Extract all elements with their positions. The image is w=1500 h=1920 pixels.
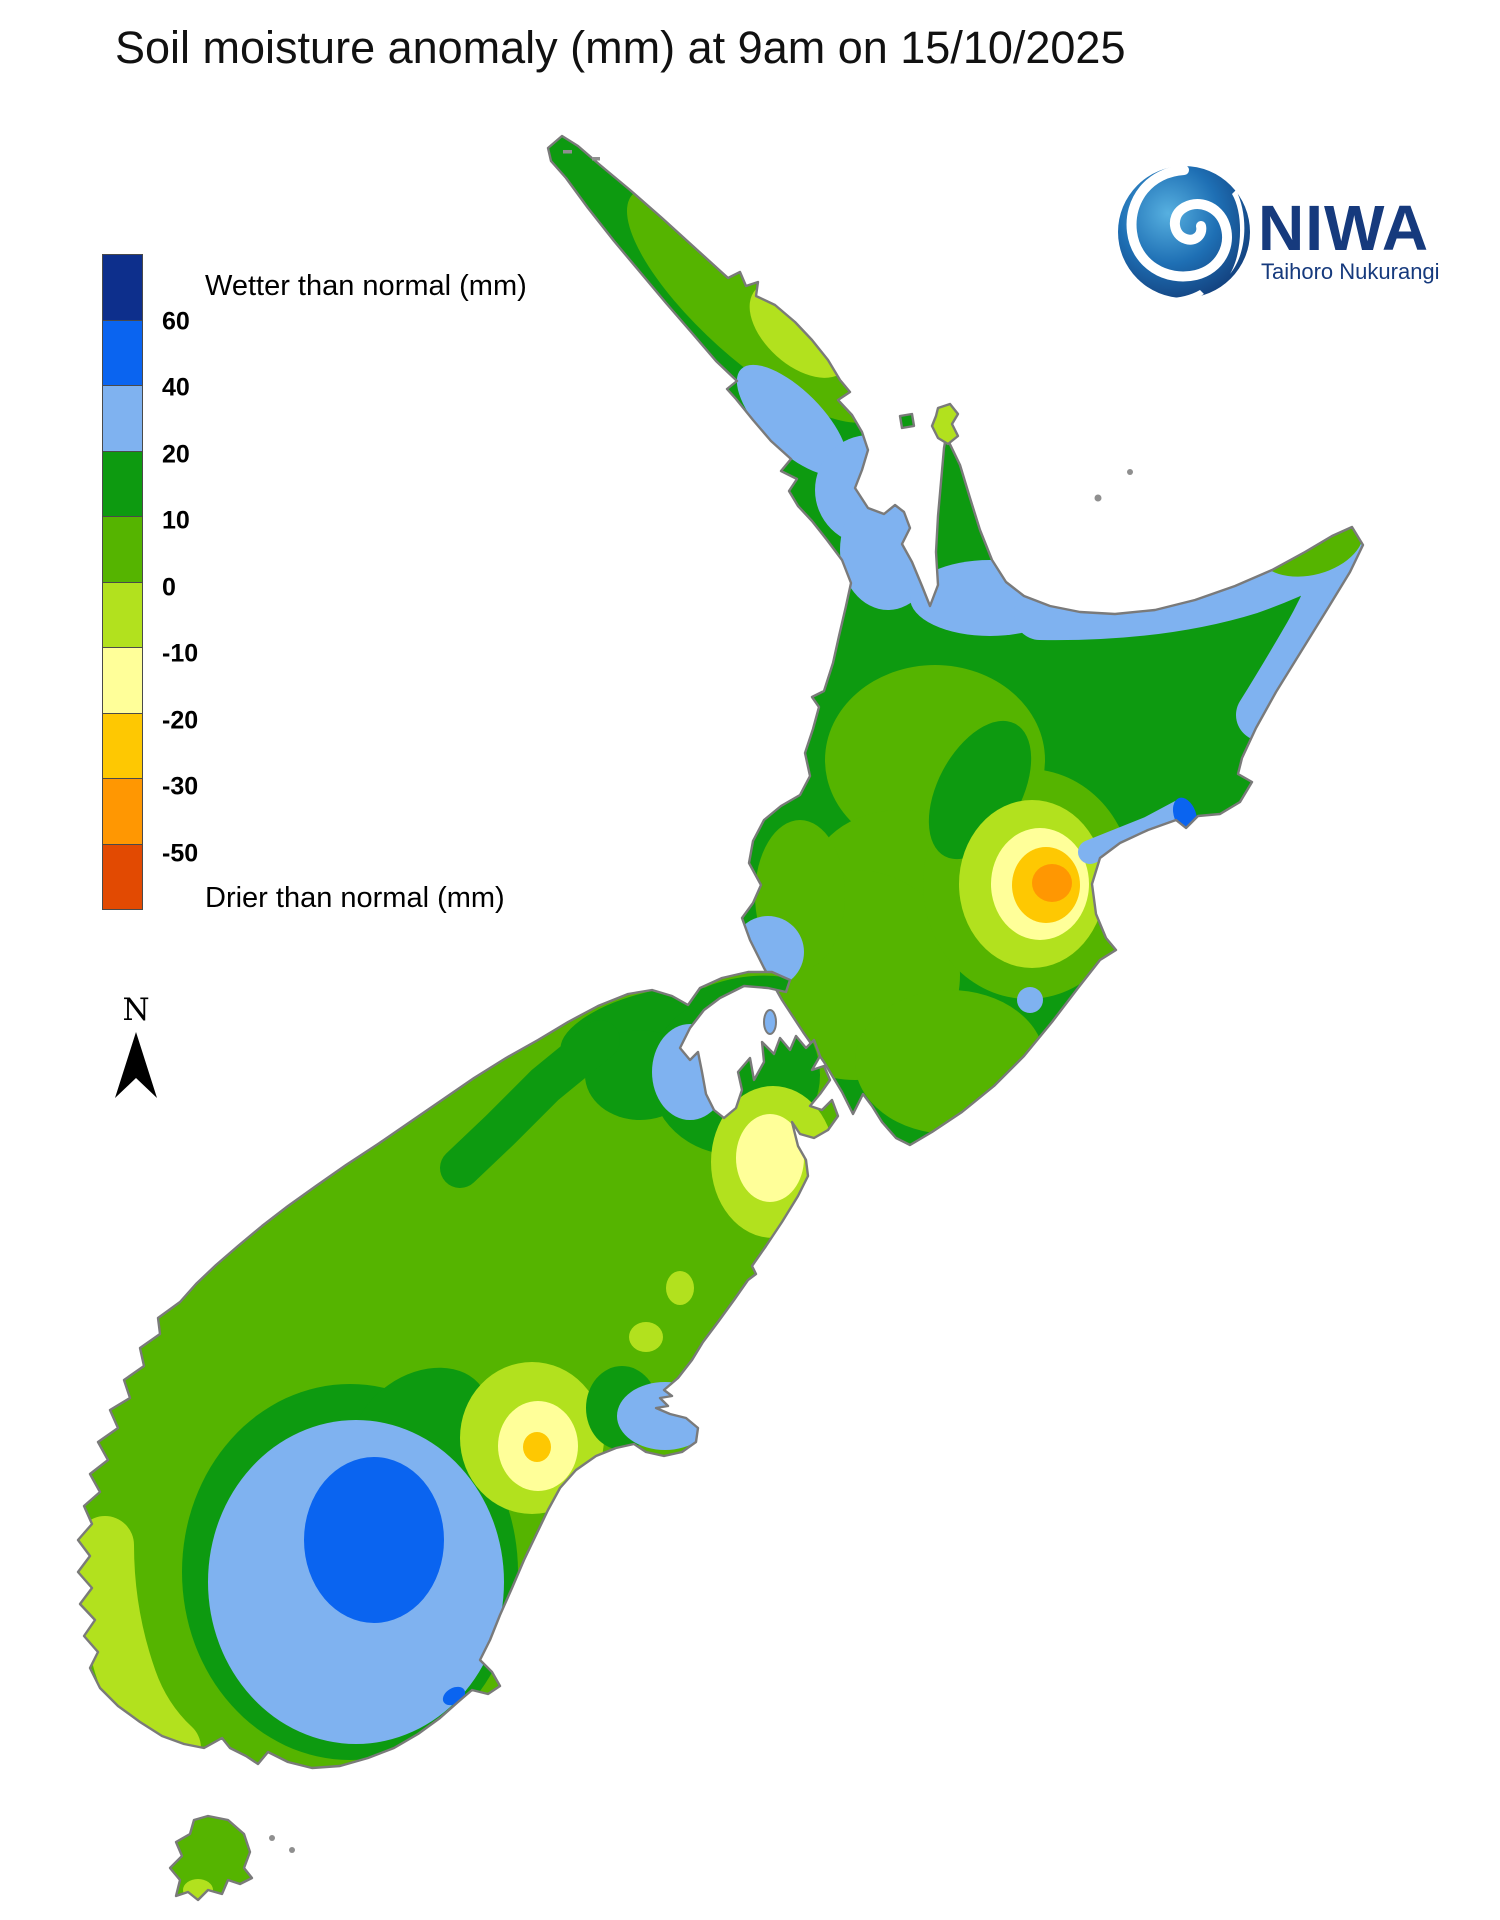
legend-tick-label: 20 xyxy=(162,440,190,468)
niwa-logo: NIWA Taihoro Nukurangi xyxy=(1118,165,1440,302)
legend-tick-label: 10 xyxy=(162,506,190,535)
legend-ticks: 60 40 20 10 0 -10 -20 -30 -50 xyxy=(162,255,252,920)
legend-tick-label: 60 xyxy=(162,307,190,335)
legend-color-block xyxy=(102,254,143,321)
koru-swirl-icon xyxy=(1118,165,1250,302)
legend-color-block xyxy=(102,843,143,910)
page-title: Soil moisture anomaly (mm) at 9am on 15/… xyxy=(115,22,1126,73)
legend-tick-label: -30 xyxy=(162,772,199,801)
timaru-dry-spot xyxy=(460,1362,604,1514)
map-stewart-island xyxy=(168,1814,295,1902)
legend-drier-label: Drier than normal (mm) xyxy=(205,882,505,914)
map-south-island xyxy=(76,970,840,1770)
north-label: N xyxy=(122,992,150,1028)
otago-wet-region xyxy=(182,1367,518,1760)
legend-colorbar xyxy=(102,254,143,910)
legend-tick-label: 40 xyxy=(162,373,190,402)
legend-tick-label: -10 xyxy=(162,639,199,668)
legend-color-block xyxy=(102,385,143,452)
niwa-tagline: Taihoro Nukurangi xyxy=(1261,259,1440,284)
tasman-bay-wet-spot xyxy=(652,1024,728,1120)
legend-tick-label: -20 xyxy=(162,706,199,734)
legend-wetter-label: Wetter than normal (mm) xyxy=(205,270,527,302)
legend-color-block xyxy=(102,647,143,714)
legend-color-block xyxy=(102,712,143,779)
legend-tick-label: 0 xyxy=(162,573,176,601)
map-north-island xyxy=(546,134,1365,1147)
legend-color-block xyxy=(102,581,143,648)
legend-color-block xyxy=(102,778,143,845)
niwa-wordmark: NIWA xyxy=(1258,192,1429,264)
north-arrow-icon xyxy=(115,1032,157,1098)
legend-color-block xyxy=(102,450,143,517)
north-indicator: N xyxy=(96,992,176,1111)
legend-tick-label: -50 xyxy=(162,839,199,867)
hawkes-bay-dry-bullseye xyxy=(923,720,1133,999)
